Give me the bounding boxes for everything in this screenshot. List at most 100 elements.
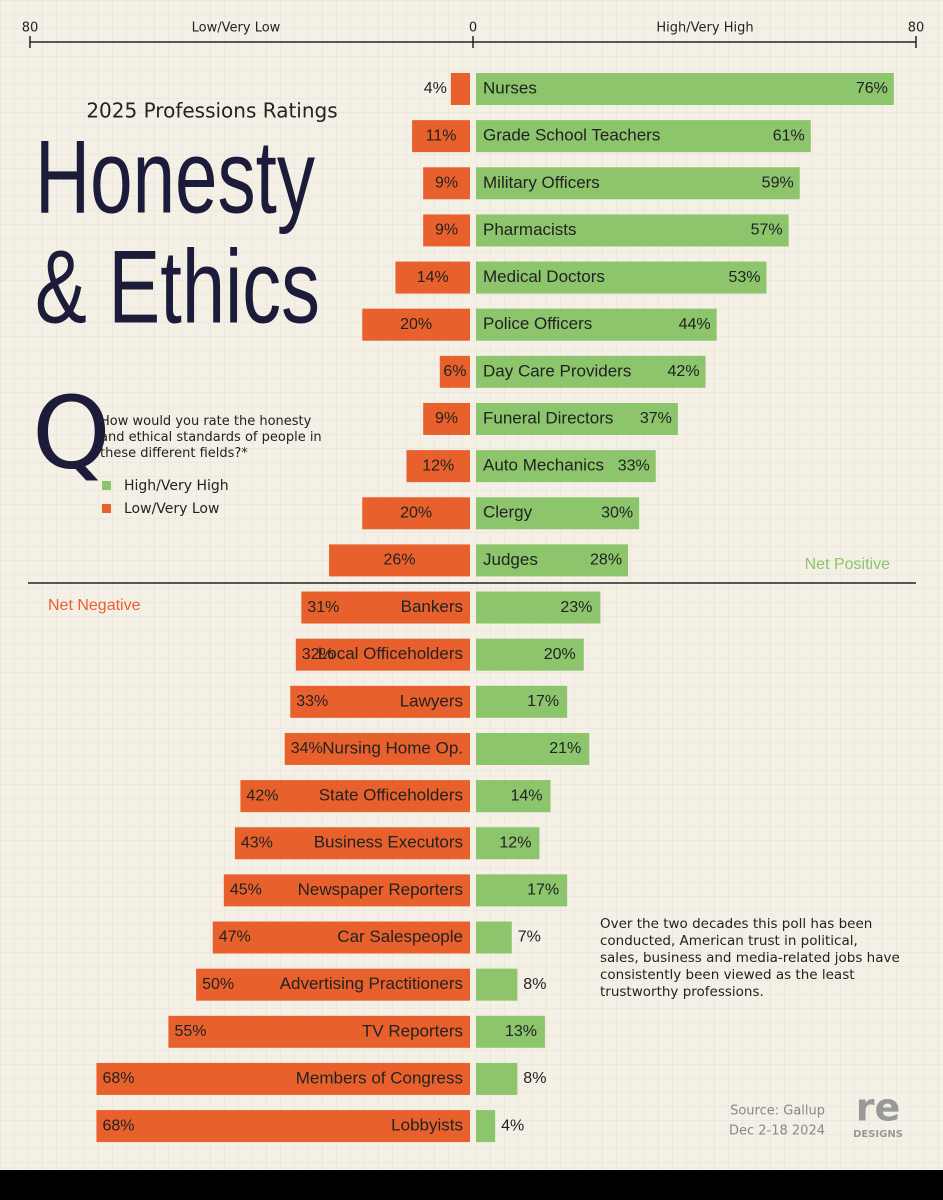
bar-high	[476, 497, 640, 530]
value-label: 21%	[549, 740, 581, 757]
bar-high	[476, 827, 540, 860]
bar-low	[301, 591, 470, 624]
value-label: 9%	[435, 174, 458, 191]
bar-low	[290, 685, 470, 718]
category-label: Business Executors	[314, 833, 463, 852]
bar-high	[476, 214, 789, 247]
bar-high	[476, 167, 800, 200]
value-label: 6%	[443, 363, 466, 380]
logo-sub: DESIGNS	[853, 1129, 903, 1140]
bar-high	[476, 1015, 545, 1048]
bar-low	[234, 827, 470, 860]
bar-high	[476, 355, 706, 388]
value-label: 33%	[618, 457, 650, 474]
category-label: Advertising Practitioners	[280, 974, 463, 993]
bar-high	[476, 261, 767, 294]
axis-label: Low/Very Low	[192, 21, 281, 36]
value-label: 23%	[560, 599, 592, 616]
bar-high	[476, 780, 551, 813]
legend-entry: Low/Very Low	[124, 501, 219, 517]
value-label: 61%	[773, 127, 805, 144]
value-label: 53%	[728, 269, 760, 286]
value-label: 37%	[640, 410, 672, 427]
legend-entry: High/Very High	[124, 478, 229, 494]
value-label: 42%	[668, 363, 700, 380]
bar-high	[476, 1062, 518, 1095]
axis-label: High/Very High	[656, 21, 753, 36]
value-label: 76%	[856, 80, 888, 97]
value-label: 9%	[435, 410, 458, 427]
value-label: 7%	[518, 929, 541, 946]
value-label: 45%	[230, 882, 262, 899]
value-label: 17%	[527, 693, 559, 710]
bar-low	[412, 120, 470, 153]
value-label: 31%	[307, 599, 339, 616]
value-label: 12%	[499, 834, 531, 851]
bar-low	[450, 73, 470, 105]
bar-low	[96, 1062, 470, 1095]
date: Dec 2-18 2024	[729, 1124, 825, 1139]
bar-low	[196, 968, 470, 1001]
bar-low	[362, 497, 470, 530]
question-mark: Q	[32, 374, 111, 491]
value-label: 26%	[383, 552, 415, 569]
value-label: 4%	[501, 1117, 524, 1134]
category-label: Lobbyists	[391, 1116, 463, 1135]
x-tick-label: 0	[469, 21, 477, 36]
bar-low	[423, 167, 470, 200]
category-label: State Officeholders	[319, 786, 463, 805]
category-label: Grade School Teachers	[483, 126, 660, 145]
category-label: Military Officers	[483, 173, 600, 192]
bar-high	[476, 685, 568, 718]
net-negative: Net Negative	[48, 597, 141, 614]
note: Over the two decades this poll has been …	[600, 916, 900, 1000]
category-label: Nursing Home Op.	[322, 738, 463, 757]
category-label: TV Reporters	[362, 1021, 463, 1040]
value-label: 44%	[679, 316, 711, 333]
category-label: Bankers	[401, 597, 463, 616]
value-label: 59%	[762, 174, 794, 191]
net-positive: Net Positive	[805, 556, 890, 573]
bar-low	[240, 780, 470, 813]
value-label: 12%	[422, 457, 454, 474]
x-tick-label: 80	[22, 21, 39, 36]
category-label: Local Officeholders	[318, 644, 463, 663]
value-label: 43%	[241, 834, 273, 851]
value-label: 55%	[174, 1023, 206, 1040]
question: How would you rate the honesty and ethic…	[100, 414, 322, 461]
bar-low	[96, 1110, 470, 1143]
category-label: Auto Mechanics	[483, 456, 604, 475]
legend-swatch	[102, 481, 111, 490]
value-label: 9%	[435, 222, 458, 239]
value-label: 50%	[202, 976, 234, 993]
bar-low	[439, 355, 470, 388]
bar-high	[476, 544, 629, 577]
bar-high	[476, 638, 584, 671]
bar-low	[295, 638, 470, 671]
value-label: 17%	[527, 882, 559, 899]
value-label: 14%	[510, 787, 542, 804]
value-label: 20%	[544, 646, 576, 663]
bar-low	[223, 874, 470, 907]
category-label: Lawyers	[400, 691, 463, 710]
title: 2025 Professions Ratings	[86, 99, 337, 123]
bar-low	[329, 544, 470, 577]
value-label: 30%	[601, 504, 633, 521]
bar-low	[423, 402, 470, 435]
value-label: 8%	[523, 1070, 546, 1087]
value-label: 14%	[417, 269, 449, 286]
value-label: 32%	[302, 646, 334, 663]
category-label: Day Care Providers	[483, 361, 631, 380]
value-label: 42%	[246, 787, 278, 804]
headline: Honesty	[35, 119, 315, 235]
value-label: 28%	[590, 552, 622, 569]
value-label: 13%	[505, 1023, 537, 1040]
value-label: 33%	[296, 693, 328, 710]
bar-low	[406, 450, 470, 483]
bar-high	[476, 120, 811, 153]
bar-low	[284, 732, 470, 765]
category-label: Pharmacists	[483, 220, 577, 239]
legend-swatch	[102, 504, 111, 513]
bar-high	[476, 1110, 496, 1143]
